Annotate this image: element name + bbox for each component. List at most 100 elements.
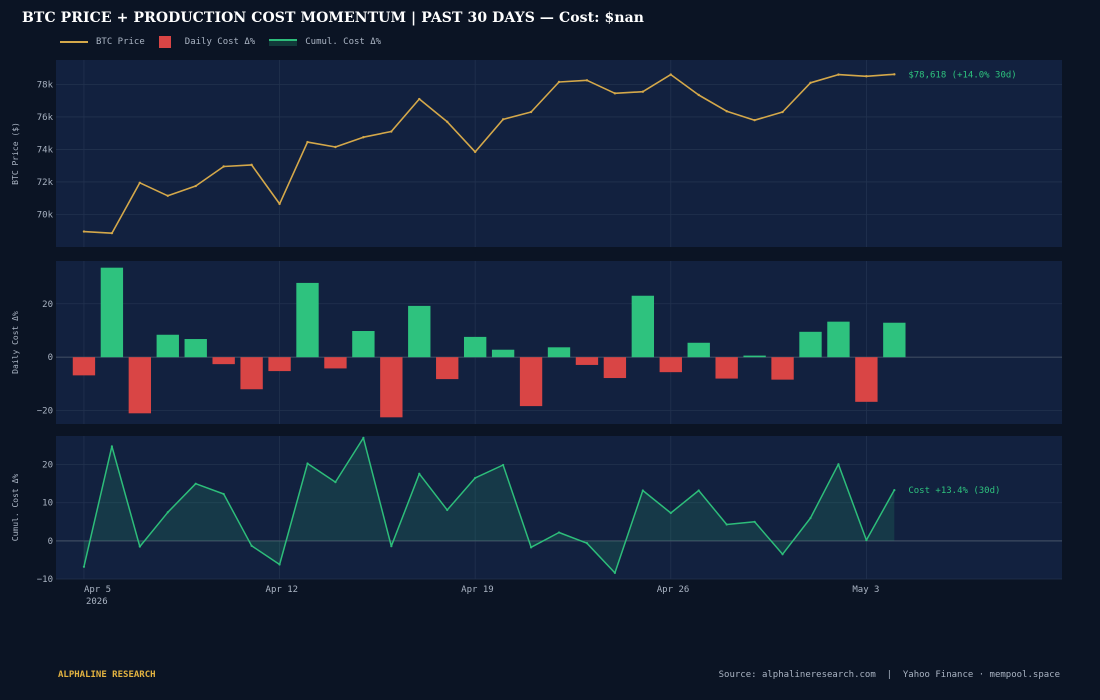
daily-cost-bar <box>631 295 655 358</box>
daily-cost-bar <box>72 357 96 376</box>
cumul-cost-point <box>641 489 644 492</box>
price-point <box>194 184 197 188</box>
cumul-cost-point <box>865 539 868 542</box>
panel-cumul <box>56 436 1062 579</box>
price-point <box>390 130 393 133</box>
price-point <box>473 150 477 154</box>
price-point <box>837 73 840 76</box>
daily-cost-bar <box>184 339 207 358</box>
legend-item-daily[interactable]: Daily Cost Δ% <box>158 36 255 48</box>
price-point <box>222 165 225 168</box>
daily-cost-bar <box>883 322 906 358</box>
daily-cost-bar <box>771 357 794 380</box>
price-line <box>83 73 895 234</box>
price-point <box>809 81 812 84</box>
legend-swatch-daily <box>158 36 171 48</box>
y-tick-label: −10 <box>37 575 53 585</box>
cumul-cost-point <box>306 462 309 465</box>
price-point <box>529 110 533 114</box>
cumul-cost-point <box>362 436 365 440</box>
cumul-cost-point <box>334 481 337 484</box>
y-tick-label: 0 <box>48 537 53 547</box>
daily-cost-bar <box>743 355 766 358</box>
cumul-cost-point <box>697 489 700 492</box>
x-tick-label: Apr 26 <box>657 585 690 595</box>
daily-cost-bar <box>715 357 738 379</box>
legend-item-price[interactable]: BTC Price <box>60 37 145 47</box>
price-point <box>82 230 86 233</box>
cumul-cost-point <box>669 511 672 515</box>
price-point <box>697 93 700 97</box>
price-point <box>753 118 756 122</box>
cumul-cost-point <box>529 546 533 549</box>
cumul-cost-area <box>83 437 895 573</box>
daily-cost-bar <box>799 331 822 358</box>
x-tick-label: Apr 5 <box>84 585 111 595</box>
daily-cost-bar <box>128 357 152 414</box>
daily-cost-bar <box>547 347 571 358</box>
y-tick-label: 72k <box>37 178 54 188</box>
legend-swatch-cumul <box>269 38 298 46</box>
daily-cost-bar <box>436 357 459 380</box>
cumul-cost-point <box>893 489 896 492</box>
footer-brand: ALPHALINE RESEARCH <box>58 670 156 680</box>
cumul-cost-point <box>725 523 728 526</box>
price-point <box>110 231 114 235</box>
cumul-cost-point <box>502 463 505 467</box>
y-tick-label: 10 <box>42 499 53 509</box>
cumul-cost-point <box>585 542 589 545</box>
x-tick-sublabel: 2026 <box>86 597 108 607</box>
chart-title: BTC PRICE + PRODUCTION COST MOMENTUM | P… <box>22 10 645 26</box>
cumul-cost-point <box>837 463 840 466</box>
legend-label-cumul: Cumul. Cost Δ% <box>305 37 382 47</box>
legend-swatch-price <box>60 41 88 43</box>
cumul-cost-point <box>166 511 169 514</box>
y-tick-label: 20 <box>42 461 53 471</box>
x-tick-label: Apr 19 <box>461 585 494 595</box>
price-point <box>557 80 561 84</box>
daily-cost-bar <box>827 321 850 358</box>
y-tick-label: 76k <box>37 113 54 123</box>
cumul-cost-point <box>418 472 421 475</box>
y-tick-label: 20 <box>42 300 53 310</box>
cumul-cost-point <box>557 531 561 534</box>
daily-cost-bar <box>855 357 878 402</box>
cumul-cost-point <box>138 545 141 548</box>
y-axis-label: Daily Cost Δ% <box>11 311 20 374</box>
legend-label-price: BTC Price <box>96 37 145 47</box>
y-tick-label: 0 <box>48 353 53 363</box>
legend-item-cumul[interactable]: Cumul. Cost Δ% <box>269 37 381 47</box>
daily-cost-bar <box>324 357 347 369</box>
price-point <box>865 75 868 78</box>
cumul-cost-point <box>781 553 784 556</box>
price-point <box>446 120 449 123</box>
price-point <box>306 140 309 144</box>
price-point <box>362 136 365 139</box>
cumul-cost-point <box>110 445 113 448</box>
price-point <box>250 163 253 167</box>
x-tick-label: May 3 <box>852 585 879 595</box>
cumul-cost-line <box>83 437 895 574</box>
panel-price <box>56 60 1062 247</box>
daily-cost-bar <box>296 282 319 358</box>
daily-cost-bar <box>156 334 179 358</box>
price-point <box>585 79 589 82</box>
cumul-cost-point <box>613 571 616 574</box>
daily-cost-bar <box>575 357 599 365</box>
x-tick-label: Apr 12 <box>266 585 299 595</box>
cumul-annotation: Cost +13.4% (30d) <box>908 486 1000 496</box>
daily-cost-bar <box>268 357 291 372</box>
daily-cost-bar <box>603 357 627 379</box>
price-point <box>334 145 337 149</box>
daily-cost-bar <box>212 357 235 365</box>
cumul-cost-point <box>446 508 449 512</box>
daily-cost-bar <box>463 336 487 358</box>
price-annotation: $78,618 (+14.0% 30d) <box>908 70 1016 80</box>
y-axis-label: BTC Price ($) <box>11 122 20 185</box>
cumul-cost-point <box>250 544 253 547</box>
cumul-cost-point <box>474 476 477 480</box>
price-point <box>669 73 672 76</box>
price-point <box>781 110 784 114</box>
y-tick-label: 70k <box>37 210 54 220</box>
daily-cost-bar <box>380 357 403 418</box>
